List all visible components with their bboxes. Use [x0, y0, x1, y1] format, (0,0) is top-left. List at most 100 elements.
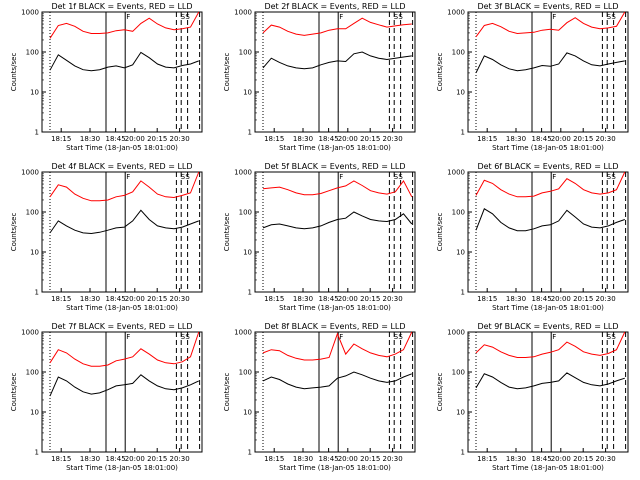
x-tick-label: 20:30	[170, 135, 190, 143]
chart-title: Det 9f BLACK = Events, RED = LLD	[477, 322, 618, 331]
x-tick-label: 18:30	[506, 295, 526, 303]
y-tick-label: 1000	[21, 329, 39, 337]
x-tick-label: 18:45	[106, 295, 126, 303]
lld-series-line	[475, 331, 626, 358]
y-axis-label: Counts/sec	[436, 53, 444, 92]
y-tick-label: 1000	[234, 329, 252, 337]
events-series-line	[475, 372, 625, 390]
segment-marker-label: F	[552, 173, 556, 181]
x-tick-label: 18:45	[319, 295, 339, 303]
x-tick-label: 18:30	[80, 455, 100, 463]
x-tick-label: 18:15	[264, 455, 284, 463]
y-axis-label: Counts/sec	[10, 373, 18, 412]
x-tick-label: 20:30	[383, 135, 403, 143]
x-tick-label: 20:15	[573, 455, 593, 463]
x-tick-label: 20:00	[125, 295, 145, 303]
x-tick-label: 20:00	[338, 295, 358, 303]
x-tick-label: 18:45	[319, 455, 339, 463]
x-tick-label: 18:30	[293, 455, 313, 463]
x-tick-label: 20:15	[573, 135, 593, 143]
y-axis-label: Counts/sec	[436, 213, 444, 252]
y-tick-label: 1	[35, 129, 39, 137]
chart-panel: Det 3f BLACK = Events, RED = LLD 1 10 100 10…	[426, 0, 639, 160]
chart-panel: Det 1f BLACK = Events, RED = LLD 1 10 100 10…	[0, 0, 213, 160]
x-tick-label: 20:00	[338, 135, 358, 143]
y-tick-label: 1	[35, 449, 39, 457]
y-tick-label: 100	[452, 209, 465, 217]
x-axis-label: Start Time (18-Jan-05 18:01:00)	[66, 144, 178, 152]
x-tick-label: 20:00	[338, 455, 358, 463]
x-tick-label: 18:15	[51, 135, 71, 143]
segment-marker-label: F	[126, 333, 130, 341]
y-tick-label: 100	[239, 49, 252, 57]
x-tick-label: 20:30	[596, 295, 616, 303]
events-series-line	[49, 209, 199, 235]
y-tick-label: 10	[243, 249, 252, 257]
x-tick-label: 18:30	[506, 135, 526, 143]
chart-panel: Det 5f BLACK = Events, RED = LLD 1 10 100 10…	[213, 160, 426, 320]
chart-svg: Det 2f BLACK = Events, RED = LLD 1 10 100 10…	[223, 2, 416, 152]
x-tick-label: 18:30	[80, 135, 100, 143]
events-series-line	[49, 374, 200, 397]
y-tick-label: 1	[248, 449, 252, 457]
lld-series-line	[475, 11, 626, 38]
x-tick-label: 20:30	[383, 295, 403, 303]
x-axis-label: Start Time (18-Jan-05 18:01:00)	[66, 464, 178, 472]
y-axis-label: Counts/sec	[436, 373, 444, 412]
x-tick-label: 18:30	[506, 455, 526, 463]
chart-panel: Det 7f BLACK = Events, RED = LLD 1 10 100 10…	[0, 320, 213, 480]
x-tick-label: 20:15	[360, 135, 380, 143]
axes-frame	[41, 11, 203, 133]
x-tick-label: 18:15	[477, 295, 497, 303]
x-tick-label: 20:15	[147, 295, 167, 303]
y-tick-label: 10	[243, 89, 252, 97]
x-axis-label: Start Time (18-Jan-05 18:01:00)	[279, 464, 391, 472]
x-tick-label: 20:15	[360, 295, 380, 303]
lld-series-line	[475, 171, 626, 198]
x-tick-label: 18:45	[106, 135, 126, 143]
segment-marker-label: S	[611, 333, 616, 341]
axes-frame	[467, 171, 629, 293]
chart-panel: Det 8f BLACK = Events, RED = LLD 1 10 100 10…	[213, 320, 426, 480]
x-tick-label: 20:30	[596, 135, 616, 143]
x-tick-label: 18:15	[477, 135, 497, 143]
segment-marker-label: S	[185, 333, 190, 341]
segment-marker-label: S	[394, 333, 399, 341]
segment-marker-label: S	[607, 333, 612, 341]
y-tick-label: 10	[456, 89, 465, 97]
x-tick-label: 20:00	[125, 455, 145, 463]
y-tick-label: 1	[461, 449, 465, 457]
events-series-line	[262, 371, 412, 390]
y-tick-label: 1000	[447, 169, 465, 177]
y-tick-label: 10	[30, 249, 39, 257]
axes-frame	[254, 331, 416, 453]
chart-title: Det 1f BLACK = Events, RED = LLD	[51, 2, 192, 11]
x-tick-label: 18:15	[51, 455, 71, 463]
events-series-line	[475, 208, 625, 232]
x-tick-label: 20:15	[147, 135, 167, 143]
segment-marker-label: S	[394, 13, 399, 21]
segment-marker-label: S	[185, 13, 190, 21]
x-tick-label: 18:30	[80, 295, 100, 303]
events-series-line	[262, 51, 412, 70]
chart-panel: Det 2f BLACK = Events, RED = LLD 1 10 100 10…	[213, 0, 426, 160]
axes-frame	[254, 171, 416, 293]
segment-marker-label: F	[126, 13, 130, 21]
x-axis-label: Start Time (18-Jan-05 18:01:00)	[492, 304, 604, 312]
x-axis-label: Start Time (18-Jan-05 18:01:00)	[492, 464, 604, 472]
axes-frame	[254, 11, 416, 133]
x-tick-label: 20:30	[383, 455, 403, 463]
segment-marker-label: S	[398, 173, 403, 181]
y-tick-label: 1000	[447, 329, 465, 337]
lld-series-line	[49, 331, 200, 367]
y-tick-label: 100	[452, 49, 465, 57]
segment-marker-label: S	[611, 13, 616, 21]
y-axis-label: Counts/sec	[223, 53, 231, 92]
segment-marker-label: S	[611, 173, 616, 181]
x-tick-label: 18:15	[264, 135, 284, 143]
axes-frame	[467, 331, 629, 453]
y-tick-label: 1000	[21, 9, 39, 17]
chart-svg: Det 1f BLACK = Events, RED = LLD 1 10 100 10…	[10, 2, 203, 152]
y-tick-label: 100	[26, 49, 39, 57]
y-tick-label: 1	[35, 289, 39, 297]
